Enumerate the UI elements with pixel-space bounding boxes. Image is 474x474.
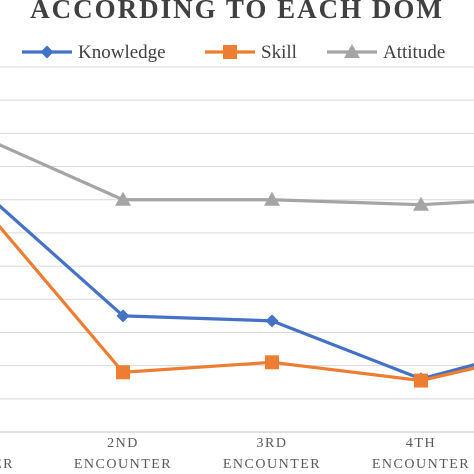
skill-point bbox=[414, 373, 428, 388]
attitude-point bbox=[115, 191, 131, 206]
attitude-line bbox=[0, 143, 474, 207]
legend-label: Attitude bbox=[383, 42, 445, 63]
series-skill bbox=[0, 224, 474, 388]
legend-marker bbox=[223, 45, 237, 59]
legend-marker bbox=[40, 45, 54, 59]
x-tick-label: ENCOUNTER bbox=[74, 457, 172, 472]
plot-area bbox=[0, 143, 474, 388]
skill-line bbox=[0, 224, 474, 383]
gridlines bbox=[0, 66, 474, 433]
series-knowledge bbox=[0, 204, 474, 386]
chart-title: ACCORDING TO EACH DOM bbox=[30, 0, 444, 24]
skill-point bbox=[265, 355, 279, 370]
x-tick-label: ENCOUNTER bbox=[372, 457, 470, 472]
knowledge-point bbox=[116, 309, 130, 323]
x-tick-label: TER bbox=[0, 457, 14, 472]
x-tick-label: ENCOUNTER bbox=[223, 457, 321, 472]
legend-item-skill: Skill bbox=[205, 42, 297, 63]
x-tick-label: 4TH bbox=[406, 436, 436, 451]
legend-item-attitude: Attitude bbox=[327, 42, 445, 63]
legend-label: Knowledge bbox=[78, 42, 166, 63]
knowledge-line bbox=[0, 204, 474, 381]
legend-item-knowledge: Knowledge bbox=[22, 42, 166, 63]
legend: Knowledge Skill Attitude bbox=[22, 42, 445, 63]
legend-marker bbox=[344, 44, 360, 58]
x-tick-label: 3RD bbox=[257, 436, 288, 451]
series-attitude bbox=[0, 143, 474, 211]
attitude-point bbox=[413, 196, 429, 211]
skill-point bbox=[116, 365, 130, 380]
x-axis-tick-labels: TER 2ND ENCOUNTER 3RD ENCOUNTER 4TH ENCOUNTER bbox=[0, 436, 470, 472]
attitude-point bbox=[264, 191, 280, 206]
knowledge-point bbox=[265, 314, 279, 328]
x-tick-label: 2ND bbox=[107, 436, 139, 451]
legend-label: Skill bbox=[261, 42, 297, 63]
